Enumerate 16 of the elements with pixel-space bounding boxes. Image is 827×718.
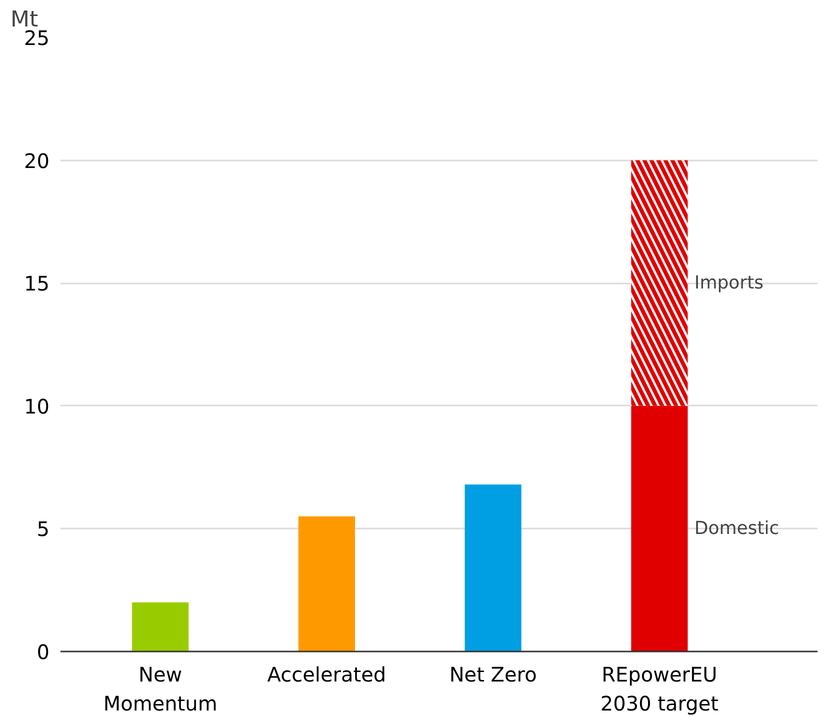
bar (298, 516, 355, 652)
bar (464, 484, 522, 652)
series-label: Domestic (694, 518, 780, 540)
bar (631, 406, 688, 652)
y-tick-label: 15 (24, 272, 50, 296)
y-tick-label: 0 (36, 640, 50, 664)
y-tick-label: 10 (24, 394, 50, 418)
y-tick-label: 20 (24, 148, 50, 173)
series-label: Imports (694, 272, 764, 294)
x-tick-label: REpowerEU 2030 target (600, 662, 719, 716)
x-tick-label: Accelerated (267, 662, 386, 686)
x-tick-label: New Momentum (103, 662, 218, 716)
y-tick-label: 5 (36, 517, 50, 542)
y-tick-label: 25 (24, 26, 50, 50)
x-tick-label: Net Zero (449, 662, 537, 686)
bar (132, 602, 189, 652)
